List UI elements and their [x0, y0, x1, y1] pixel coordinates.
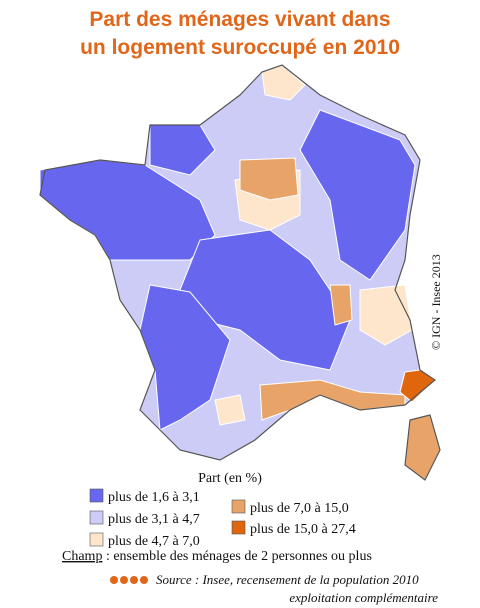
region-toulouse — [214, 394, 246, 426]
corsica — [404, 414, 441, 481]
legend-title: Part (en %) — [198, 471, 262, 486]
source: Source : Insee, recensement de la popula… — [156, 572, 419, 587]
legend-label: plus de 7,0 à 15,0 — [250, 501, 349, 516]
legend-label: plus de 15,0 à 27,4 — [250, 522, 356, 537]
legend-swatch — [231, 520, 246, 535]
map — [39, 64, 441, 481]
legend-swatch — [89, 532, 104, 547]
legend-label: plus de 3,1 à 4,7 — [108, 512, 200, 527]
title-line: un logement suroccupé en 2010 — [80, 36, 400, 59]
legend: plus de 1,6 à 3,1 plus de 3,1 à 4,7 plus d… — [89, 488, 356, 549]
legend-swatch — [89, 510, 104, 525]
source-label: Source : — [156, 572, 199, 587]
note-text: : ensemble des ménages de 2 personnes ou… — [102, 549, 371, 564]
source-text: Insee, recensement de la population 2010 — [199, 572, 419, 587]
legend-swatch — [89, 488, 104, 503]
title-line: Part des ménages vivant dans — [89, 8, 390, 31]
region-east — [299, 109, 416, 281]
legend-label: plus de 1,6 à 3,1 — [108, 490, 200, 505]
credit: © IGN - Insee 2013 — [429, 254, 443, 350]
region-alps — [359, 284, 413, 346]
outline — [39, 64, 441, 481]
region-lyon — [329, 284, 353, 326]
legend-label: plus de 4,7 à 7,0 — [108, 534, 200, 549]
region-paris — [239, 157, 299, 201]
region-alpes-maritimes — [399, 369, 436, 403]
note: Champ : ensemble des ménages de 2 person… — [62, 549, 372, 564]
source-line2: exploitation complémentaire — [289, 590, 438, 605]
legend-swatch — [231, 499, 246, 514]
note-label: Champ — [62, 549, 102, 564]
source-dots — [110, 576, 148, 584]
